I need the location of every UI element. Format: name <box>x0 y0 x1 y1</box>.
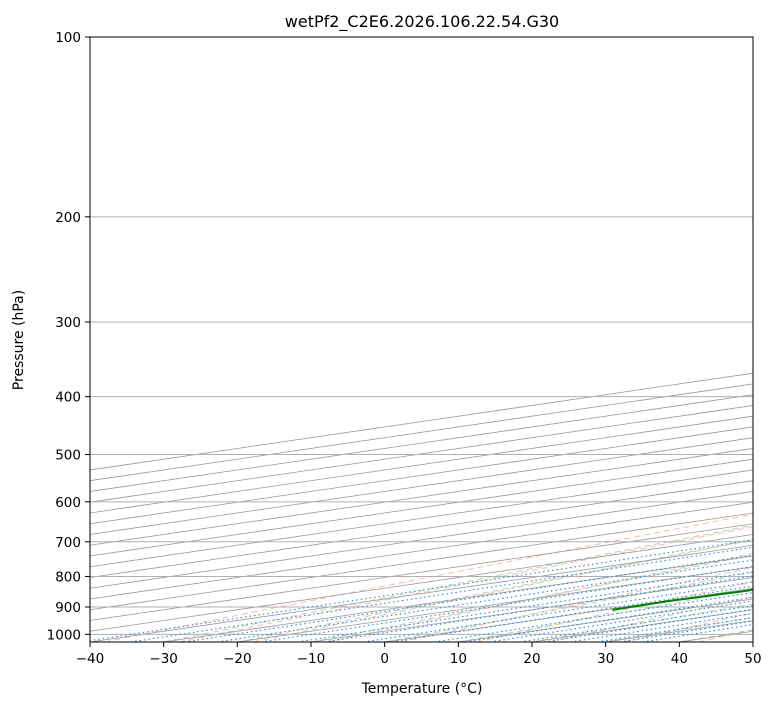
y-tick-label: 400 <box>55 390 81 406</box>
moist-adiabat-line <box>163 524 753 642</box>
x-tick-label: 10 <box>450 651 467 667</box>
isotherm-line <box>90 394 753 492</box>
y-tick-label: 1000 <box>47 627 81 643</box>
isotherm-line <box>90 448 753 546</box>
background-lines <box>90 37 753 642</box>
y-tick-label: 300 <box>55 315 81 331</box>
mixing-ratio-line <box>130 546 753 642</box>
isotherm-line <box>531 609 753 642</box>
mixing-ratio-line <box>217 559 753 642</box>
x-tick-label: 30 <box>597 651 614 667</box>
y-tick-label: 600 <box>55 495 81 511</box>
isotherm-line <box>163 555 753 642</box>
isotherm-line <box>90 437 753 535</box>
x-tick-label: 20 <box>523 651 540 667</box>
y-tick-label: 800 <box>55 569 81 585</box>
plot-frame <box>89 36 754 643</box>
y-tick-label: 500 <box>55 448 81 464</box>
isotherm-line <box>90 426 753 525</box>
y-axis-label: Pressure (hPa) <box>11 290 27 390</box>
mixing-ratio-line <box>489 600 753 642</box>
moist-adiabat-line <box>384 571 753 642</box>
mixing-ratio-line <box>363 581 753 642</box>
mixing-ratio-line <box>324 575 753 642</box>
x-tick-label: 50 <box>744 651 761 667</box>
dry-adiabat-line <box>401 566 753 642</box>
x-tick-label: −10 <box>297 651 326 667</box>
moist-adiabat-line <box>310 554 753 642</box>
isotherm-line <box>90 544 753 642</box>
mixing-ratio-line <box>465 596 753 642</box>
x-tick-label: −30 <box>149 651 178 667</box>
isotherm-line <box>90 415 753 514</box>
isotherm-line <box>90 458 753 557</box>
dry-adiabat-line <box>178 526 753 642</box>
moist-adiabat-line <box>237 538 753 642</box>
isotherm-line <box>90 372 753 471</box>
isotherm-line <box>90 523 753 621</box>
isotherm-line <box>90 534 753 632</box>
dry-adiabat-line <box>253 539 753 642</box>
y-tick-label: 200 <box>55 210 81 226</box>
dry-adiabat-line <box>104 513 753 642</box>
x-tick-label: 0 <box>380 651 389 667</box>
mixing-ratio-line <box>434 591 753 642</box>
isotherm-line <box>384 587 753 642</box>
isotherm-line <box>90 383 753 482</box>
y-tick-label: 100 <box>55 30 81 46</box>
dry-adiabat-line <box>475 581 753 642</box>
isotherm-line <box>90 491 753 589</box>
isotherm-line <box>90 405 753 503</box>
isotherm-line <box>90 501 753 600</box>
y-tick-label: 700 <box>55 535 81 551</box>
mixing-ratio-line <box>184 554 753 642</box>
dry-adiabat-line <box>327 552 753 642</box>
x-tick-label: −40 <box>76 651 105 667</box>
axes: −40 −30 −20 −10 0 10 20 30 40 50 100 200 300 400 500 60… <box>47 30 762 667</box>
isotherm-line <box>310 577 753 642</box>
x-tick-label: −20 <box>223 651 252 667</box>
dry-adiabat-line <box>550 596 753 642</box>
chart-title: wetPf2_C2E6.2026.106.22.54.G30 <box>285 12 559 32</box>
isotherm-line <box>90 480 753 578</box>
isotherm-line <box>90 512 753 611</box>
x-tick-label: 40 <box>671 651 688 667</box>
isotherm-line <box>752 641 753 642</box>
isotherm-line <box>90 469 753 568</box>
y-tick-label: 900 <box>55 600 81 616</box>
mixing-ratio-line <box>90 539 753 642</box>
dry-adiabat-line <box>624 612 753 642</box>
moist-adiabat-line <box>531 603 753 642</box>
x-axis-label: Temperature (°C) <box>361 681 483 697</box>
mixing-ratio-line <box>519 605 753 642</box>
